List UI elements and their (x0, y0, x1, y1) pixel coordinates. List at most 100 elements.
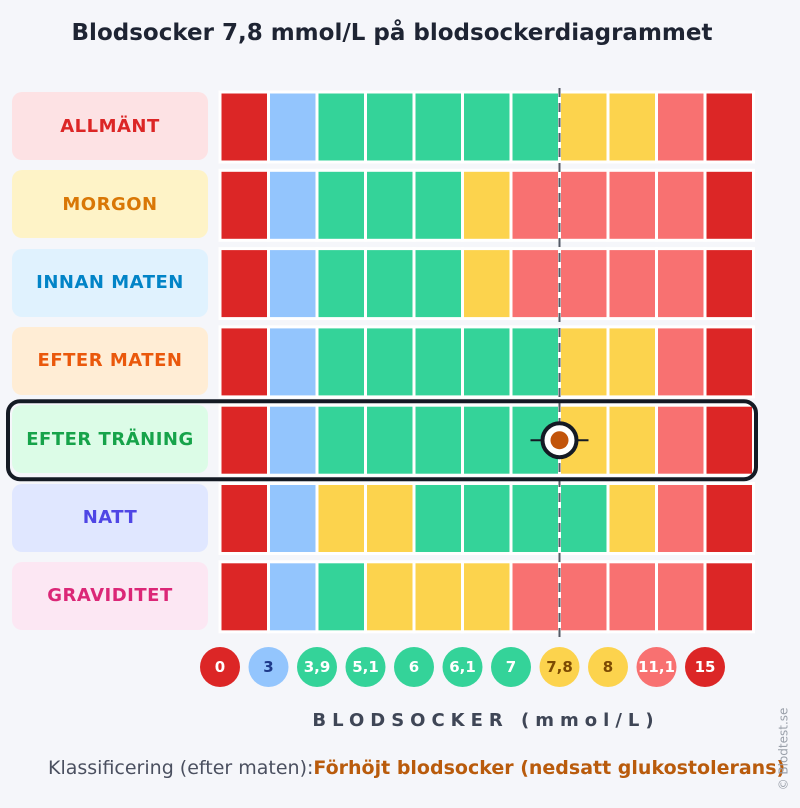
grid-cell (509, 247, 561, 321)
grid-cell (509, 168, 561, 242)
x-tick-badge (248, 647, 289, 687)
x-axis-title: BLODSOCKER (mmol/L) (312, 710, 660, 731)
x-tick-label: 6,1 (449, 658, 476, 676)
grid-cell (218, 482, 270, 555)
grid-cell (703, 403, 755, 477)
x-tick-badge (685, 647, 725, 687)
grid-cell (315, 90, 367, 164)
grid-cell (606, 325, 658, 399)
x-tick-badge (491, 647, 531, 687)
x-tick-badge (297, 647, 337, 687)
grid-cell (364, 247, 416, 321)
grid-cell (461, 90, 513, 164)
grid-cell (655, 403, 707, 477)
row-label: ALLMÄNT (12, 92, 208, 160)
x-tick-label: 0 (215, 658, 225, 676)
grid-cell (655, 90, 707, 164)
classification: Klassificering (efter maten):Förhöjt blo… (48, 757, 785, 779)
grid-cell (606, 247, 658, 321)
grid-cell (218, 247, 270, 321)
grid-cell (703, 247, 755, 321)
grid-cell (558, 168, 610, 242)
x-tick-label: 15 (695, 658, 716, 676)
grid-cell (267, 560, 319, 634)
grid-cell (218, 325, 270, 399)
grid-cell (509, 560, 561, 634)
x-tick-badge (394, 647, 434, 687)
x-tick-label: 8 (603, 658, 613, 676)
grid-cell (509, 325, 561, 399)
grid-cell (315, 560, 367, 634)
grid-cell (412, 403, 464, 477)
row-label: EFTER TRÄNING (12, 405, 208, 474)
grid-cell (558, 560, 610, 634)
grid-cell (558, 325, 610, 399)
grid-cell (218, 560, 270, 634)
grid-cell (412, 90, 464, 164)
marker-point-center (550, 431, 569, 450)
grid-cell (655, 247, 707, 321)
x-tick-badge (200, 647, 240, 687)
row-label: GRAVIDITET (12, 561, 208, 630)
grid-cell (703, 168, 755, 242)
highlight-frame (6, 399, 758, 482)
row-label: EFTER MATEN (12, 326, 208, 395)
grid-cell (655, 325, 707, 399)
grid-cell (218, 403, 270, 477)
grid-cell (461, 482, 513, 555)
x-tick-badge (636, 647, 677, 687)
grid-cell (509, 482, 561, 555)
x-tick-label: 3 (263, 658, 273, 676)
grid-cell (606, 560, 658, 634)
grid-cell (606, 168, 658, 242)
grid-cell (364, 560, 416, 634)
grid-cell (703, 90, 755, 164)
grid-cell (315, 247, 367, 321)
row-label: NATT (12, 483, 208, 552)
grid-cell (655, 482, 707, 555)
grid-cell (364, 403, 416, 477)
grid-cell (267, 168, 319, 242)
grid-cell (461, 560, 513, 634)
grid-cell (364, 325, 416, 399)
x-tick-badge (442, 647, 483, 687)
grid-cell (412, 482, 464, 555)
grid-cell (558, 247, 610, 321)
grid-cell (703, 560, 755, 634)
grid-cell (267, 325, 319, 399)
grid-cell (558, 90, 610, 164)
grid-cell (267, 482, 319, 555)
grid-cell (703, 482, 755, 555)
grid-cell (461, 403, 513, 477)
grid-cell (606, 482, 658, 555)
grid-cell (412, 247, 464, 321)
grid-cell (267, 403, 319, 477)
x-tick-label: 7,8 (546, 658, 573, 676)
x-tick-badge (345, 647, 386, 687)
grid-cell (558, 482, 610, 555)
grid-cell (703, 325, 755, 399)
x-tick-label: 7 (506, 658, 516, 676)
x-tick-label: 6 (409, 658, 419, 676)
classification-label: Klassificering (efter maten): (48, 757, 314, 779)
x-tick-label: 3,9 (304, 658, 331, 676)
grid-cell (655, 560, 707, 634)
grid-cell (412, 168, 464, 242)
classification-value: Förhöjt blodsocker (nedsatt glukostolera… (313, 757, 786, 779)
grid-cell (461, 247, 513, 321)
grid-cell (412, 325, 464, 399)
chart-title: Blodsocker 7,8 mmol/L på blodsockerdiagr… (71, 20, 713, 46)
grid-cell (461, 325, 513, 399)
grid-cell (412, 560, 464, 634)
grid-cell (267, 247, 319, 321)
grid-cell (218, 90, 270, 164)
x-tick-label: 5,1 (352, 658, 379, 676)
grid-cell (364, 482, 416, 555)
grid-cell (461, 168, 513, 242)
x-tick-badge (539, 647, 580, 687)
copyright-text: © Blodtest.se (776, 707, 790, 791)
grid-cell (315, 325, 367, 399)
grid-cell (267, 90, 319, 164)
copyright-notice: © Blodtest.se (776, 700, 790, 798)
